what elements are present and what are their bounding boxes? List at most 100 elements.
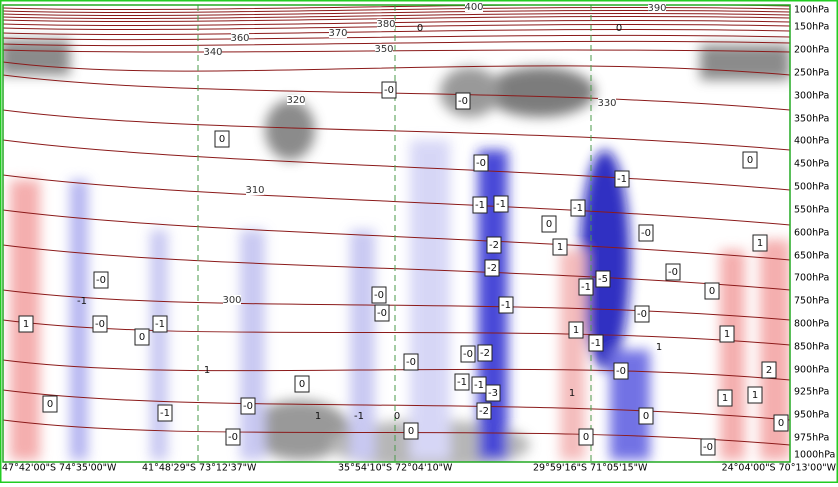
contour-label: 0 bbox=[583, 432, 589, 443]
label-box bbox=[92, 315, 108, 333]
y-axis-label: 1000hPa bbox=[794, 450, 835, 461]
contour-label: 1 bbox=[724, 329, 730, 340]
contour-label: -5 bbox=[598, 274, 608, 285]
plot-frame bbox=[2, 4, 791, 463]
contour-label: -0 bbox=[668, 267, 678, 278]
label-box bbox=[493, 195, 509, 213]
contour-label: 1 bbox=[656, 342, 662, 353]
contour-label: -0 bbox=[243, 401, 253, 412]
label-box bbox=[157, 404, 173, 422]
contour-label: 1 bbox=[752, 390, 758, 401]
contour-label: -2 bbox=[487, 263, 497, 274]
plot-area bbox=[3, 5, 790, 462]
contour-label: -1 bbox=[591, 338, 601, 349]
theta-label: 360 bbox=[230, 33, 249, 44]
contour-label: -0 bbox=[458, 96, 468, 107]
label-box bbox=[773, 414, 789, 432]
shading bbox=[3, 40, 790, 462]
contour-label: 0 bbox=[47, 399, 53, 410]
label-box bbox=[371, 286, 387, 304]
label-box bbox=[472, 196, 488, 214]
contour-label: -0 bbox=[641, 228, 651, 239]
label-box bbox=[484, 259, 500, 277]
y-axis-label: 550hPa bbox=[794, 205, 829, 216]
label-bg bbox=[465, 2, 483, 12]
contour-label: 1 bbox=[569, 388, 575, 399]
label-box bbox=[717, 389, 733, 407]
label-box bbox=[403, 353, 419, 371]
contour-label: -0 bbox=[703, 442, 713, 453]
contour-label: -0 bbox=[96, 275, 106, 286]
label-box bbox=[638, 407, 654, 425]
label-box bbox=[498, 296, 514, 314]
y-axis-label: 100hPa bbox=[794, 5, 829, 16]
contour-label: -1 bbox=[474, 380, 484, 391]
label-box bbox=[486, 236, 502, 254]
theta-label: 380 bbox=[376, 19, 395, 30]
label-box bbox=[485, 384, 501, 402]
contour-label: 0 bbox=[417, 23, 423, 34]
contour-label: -1 bbox=[496, 199, 506, 210]
y-axis-label: 600hPa bbox=[794, 228, 829, 239]
label-box bbox=[240, 397, 256, 415]
theta-line bbox=[3, 15, 790, 23]
contour-label: -1 bbox=[155, 319, 165, 330]
label-bg bbox=[375, 44, 393, 54]
label-box bbox=[761, 361, 777, 379]
contour-label: 0 bbox=[408, 426, 414, 437]
label-box bbox=[568, 321, 584, 339]
contour-label: -0 bbox=[616, 366, 626, 377]
contour-label: -2 bbox=[480, 348, 490, 359]
contour-label: -1 bbox=[457, 377, 467, 388]
contour-label: 1 bbox=[23, 319, 29, 330]
theta-line bbox=[3, 389, 790, 421]
label-box bbox=[477, 344, 493, 362]
label-bg bbox=[598, 98, 616, 108]
label-box bbox=[541, 215, 557, 233]
y-axis-label: 500hPa bbox=[794, 182, 829, 193]
label-bg bbox=[648, 3, 666, 13]
y-axis-label: 200hPa bbox=[794, 45, 829, 56]
label-bg bbox=[204, 47, 222, 57]
contour-label: 0 bbox=[778, 418, 784, 429]
label-box bbox=[460, 345, 476, 363]
label-box bbox=[665, 263, 681, 281]
contour-label: -1 bbox=[581, 282, 591, 293]
contour-label: -2 bbox=[479, 406, 489, 417]
label-box bbox=[454, 373, 470, 391]
y-axis-label: 300hPa bbox=[794, 91, 829, 102]
theta-line bbox=[3, 49, 790, 53]
y-axis-label: 925hPa bbox=[794, 387, 829, 398]
label-box bbox=[719, 325, 735, 343]
theta-line bbox=[3, 174, 790, 226]
y-axis-label: 700hPa bbox=[794, 273, 829, 284]
label-box bbox=[381, 81, 397, 99]
contour-label: 0 bbox=[747, 155, 753, 166]
theta-line bbox=[3, 74, 790, 111]
label-box bbox=[614, 170, 630, 188]
contour-label: -0 bbox=[228, 432, 238, 443]
contour-label: -0 bbox=[476, 158, 486, 169]
contour-label: -1 bbox=[475, 200, 485, 211]
y-axis-label: 150hPa bbox=[794, 22, 829, 33]
label-box bbox=[570, 199, 586, 217]
label-box bbox=[214, 130, 230, 148]
label-box bbox=[747, 386, 763, 404]
contour-label: 0 bbox=[139, 332, 145, 343]
y-axis-label: 950hPa bbox=[794, 410, 829, 421]
y-axis-label: 975hPa bbox=[794, 433, 829, 444]
label-bg bbox=[287, 95, 305, 105]
x-axis-label: 35°54'10"S 72°04'10"W bbox=[338, 463, 453, 474]
label-box bbox=[638, 224, 654, 242]
contour-label: -3 bbox=[488, 388, 498, 399]
y-axis-label: 650hPa bbox=[794, 251, 829, 262]
contour-label: -0 bbox=[95, 319, 105, 330]
theta-line bbox=[3, 28, 790, 36]
theta-label: 390 bbox=[647, 3, 666, 14]
label-box bbox=[225, 428, 241, 446]
theta-line bbox=[3, 34, 790, 41]
contour-label: 1 bbox=[315, 411, 321, 422]
x-axis-label: 47°42'00"S 74°35'00"W bbox=[2, 463, 117, 474]
